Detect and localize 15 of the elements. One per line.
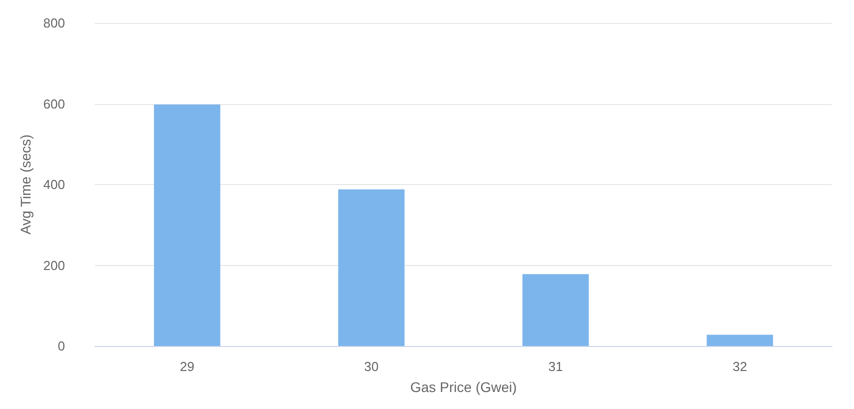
x-tick-label: 29 — [180, 359, 194, 374]
y-axis-title: Avg Time (secs) — [17, 134, 34, 235]
bar — [706, 334, 774, 346]
x-tick-label: 32 — [732, 359, 748, 374]
bar — [338, 189, 405, 346]
bar — [154, 104, 220, 346]
y-tick-label: 800 — [43, 16, 65, 30]
y-tick-label: 200 — [43, 258, 65, 273]
x-tick-label: 30 — [364, 359, 379, 374]
bar — [522, 274, 589, 346]
y-tick-label: 600 — [43, 96, 65, 112]
y-tick-label: 400 — [43, 177, 65, 192]
x-tick-label: 31 — [548, 359, 563, 374]
y-tick-label: 0 — [58, 338, 65, 354]
x-axis-title: Gas Price (Gwei) — [410, 379, 517, 395]
